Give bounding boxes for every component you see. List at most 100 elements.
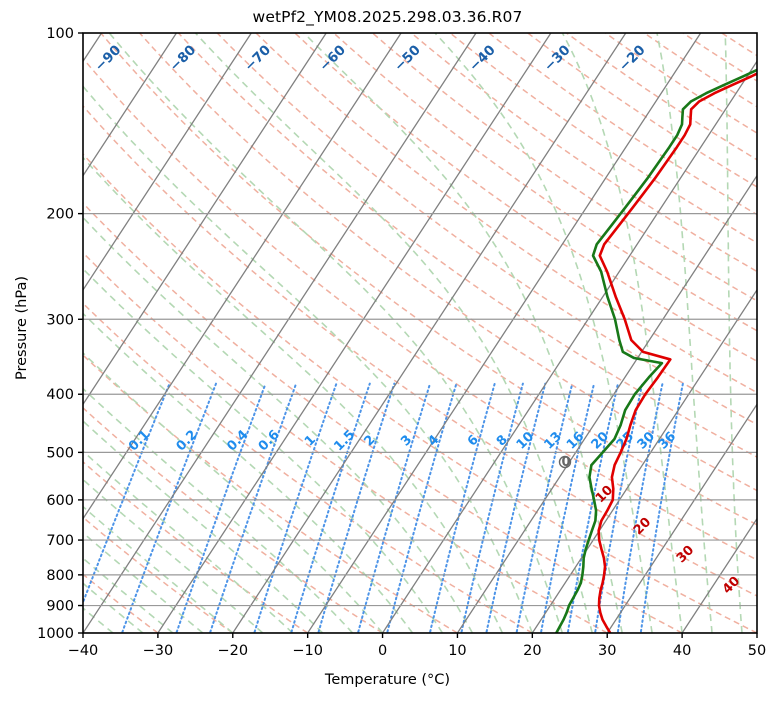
y-tick-label: 1000: [37, 626, 74, 642]
y-tick-label: 900: [46, 599, 74, 615]
mixing-ratio-line: [593, 382, 644, 633]
moist-adiabat: [766, 33, 775, 633]
parcel-marker-circle: [558, 455, 572, 469]
mixing-ratio-line: [290, 382, 371, 633]
dry-adiabat: [0, 33, 8, 633]
dry-adiabat: [83, 354, 458, 633]
temperature-profile: [597, 72, 757, 633]
moist-adiabat: [83, 505, 234, 633]
isotherm-line: [382, 60, 757, 633]
y-tick-label: 300: [46, 312, 74, 328]
mixing-ratio-label: 4: [425, 432, 442, 449]
dry-adiabat: [83, 251, 608, 633]
grid-lines: [0, 33, 775, 633]
isotherm-line: [83, 33, 477, 633]
isotherm-line: [83, 33, 402, 520]
mixing-ratio-label: 13: [542, 429, 565, 452]
isotherm-line: [0, 33, 27, 633]
x-tick-label: −30: [143, 643, 174, 659]
mixing-ratio-label: 0.2: [174, 427, 201, 454]
isotherm-line: [307, 33, 702, 633]
x-tick-label: 30: [598, 643, 616, 659]
moist-adiabat: [83, 582, 144, 633]
mixing-ratio-label: 8: [494, 432, 511, 449]
moist-adiabat: [83, 478, 264, 633]
isotherm-line: [83, 33, 252, 292]
dry-adiabat: [100, 33, 757, 526]
moist-adiabat: [656, 33, 713, 633]
isotherm-line: [456, 174, 757, 633]
mixing-ratio-line: [208, 382, 298, 633]
mixing-ratio-label: 3: [398, 432, 415, 449]
mixing-ratio-line: [317, 382, 396, 633]
moist-adiabat: [303, 33, 623, 633]
x-tick-label: 10: [448, 643, 466, 659]
dry-adiabat: [566, 33, 757, 161]
mixing-ratio-line: [566, 382, 619, 633]
mixing-ratio-line: [386, 382, 458, 633]
mixing-ratio-label: 1.5: [331, 427, 358, 454]
isotherm-label: −20: [616, 42, 649, 75]
x-tick-label: 40: [673, 643, 691, 659]
moist-adiabat: [724, 33, 743, 633]
y-tick-label: 500: [46, 445, 74, 461]
moist-adiabat: [561, 33, 683, 633]
dry-adiabat: [83, 302, 533, 633]
isotherm-line: [83, 33, 177, 177]
mixing-ratio-label: 30: [635, 429, 658, 452]
moist-adiabat: [434, 33, 653, 633]
page-title: wetPf2_YM08.2025.298.03.36.R07: [252, 8, 523, 26]
mixing-ratio-line: [175, 382, 267, 633]
dewpoint-profile: [555, 68, 757, 633]
moist-adiabat: [83, 420, 324, 633]
x-tick-label: −20: [217, 643, 248, 659]
mixing-ratio-label: 16: [564, 429, 587, 452]
dry-adiabat: [372, 33, 757, 302]
moist-adiabat: [108, 33, 564, 633]
moist-adiabat: [83, 156, 504, 633]
dry-adiabat: [83, 202, 683, 633]
mixing-ratio-label: 20: [589, 429, 612, 452]
isotherm-line: [756, 631, 757, 633]
moist-adiabat: [83, 387, 354, 633]
moist-adiabat: [194, 33, 593, 633]
isotherm-line: [606, 403, 757, 633]
mixing-ratio-line: [253, 382, 338, 633]
isotherm-label: −90: [92, 42, 125, 75]
y-tick-label: 200: [46, 207, 74, 223]
mixing-ratio-line: [616, 382, 664, 633]
mixing-ratio-label: 2: [361, 432, 378, 449]
dry-adiabat: [333, 33, 757, 332]
dry-adiabat: [83, 516, 234, 633]
dry-adiabat: [83, 573, 159, 633]
dry-adiabat: [255, 33, 757, 394]
moist-adiabat: [83, 312, 414, 633]
y-tick-label: 100: [46, 26, 74, 42]
isotherm-label: −70: [242, 42, 275, 75]
mixing-ratio-label: 36: [656, 429, 679, 452]
dry-adiabat: [604, 33, 757, 134]
dry-adiabat: [761, 33, 775, 374]
parcel-marker-label: 0: [561, 455, 570, 470]
x-tick-label: −40: [68, 643, 99, 659]
x-axis-label: Temperature (°C): [324, 672, 451, 688]
mixing-ratio-line: [485, 382, 547, 633]
moist-adiabat: [83, 85, 534, 633]
y-tick-label: 700: [46, 533, 74, 549]
mixing-ratio-label: 6: [465, 432, 482, 449]
dry-adiabat: [410, 33, 757, 273]
moist-adiabat: [83, 450, 294, 633]
y-tick-label: 600: [46, 493, 74, 509]
isotherm-line: [681, 517, 757, 633]
isotherm-label: −50: [391, 42, 424, 75]
mixing-ratio-line: [428, 382, 496, 633]
dry-adiabat: [83, 57, 757, 561]
mixing-ratio-line: [356, 382, 432, 633]
isotherm-line: [157, 33, 552, 633]
isotherm-label: −80: [167, 42, 200, 75]
y-tick-label: 400: [46, 387, 74, 403]
dry-adiabat: [643, 33, 757, 108]
x-tick-label: 0: [378, 643, 387, 659]
x-tick-label: 20: [523, 643, 541, 659]
mixing-ratio-line: [83, 382, 171, 605]
